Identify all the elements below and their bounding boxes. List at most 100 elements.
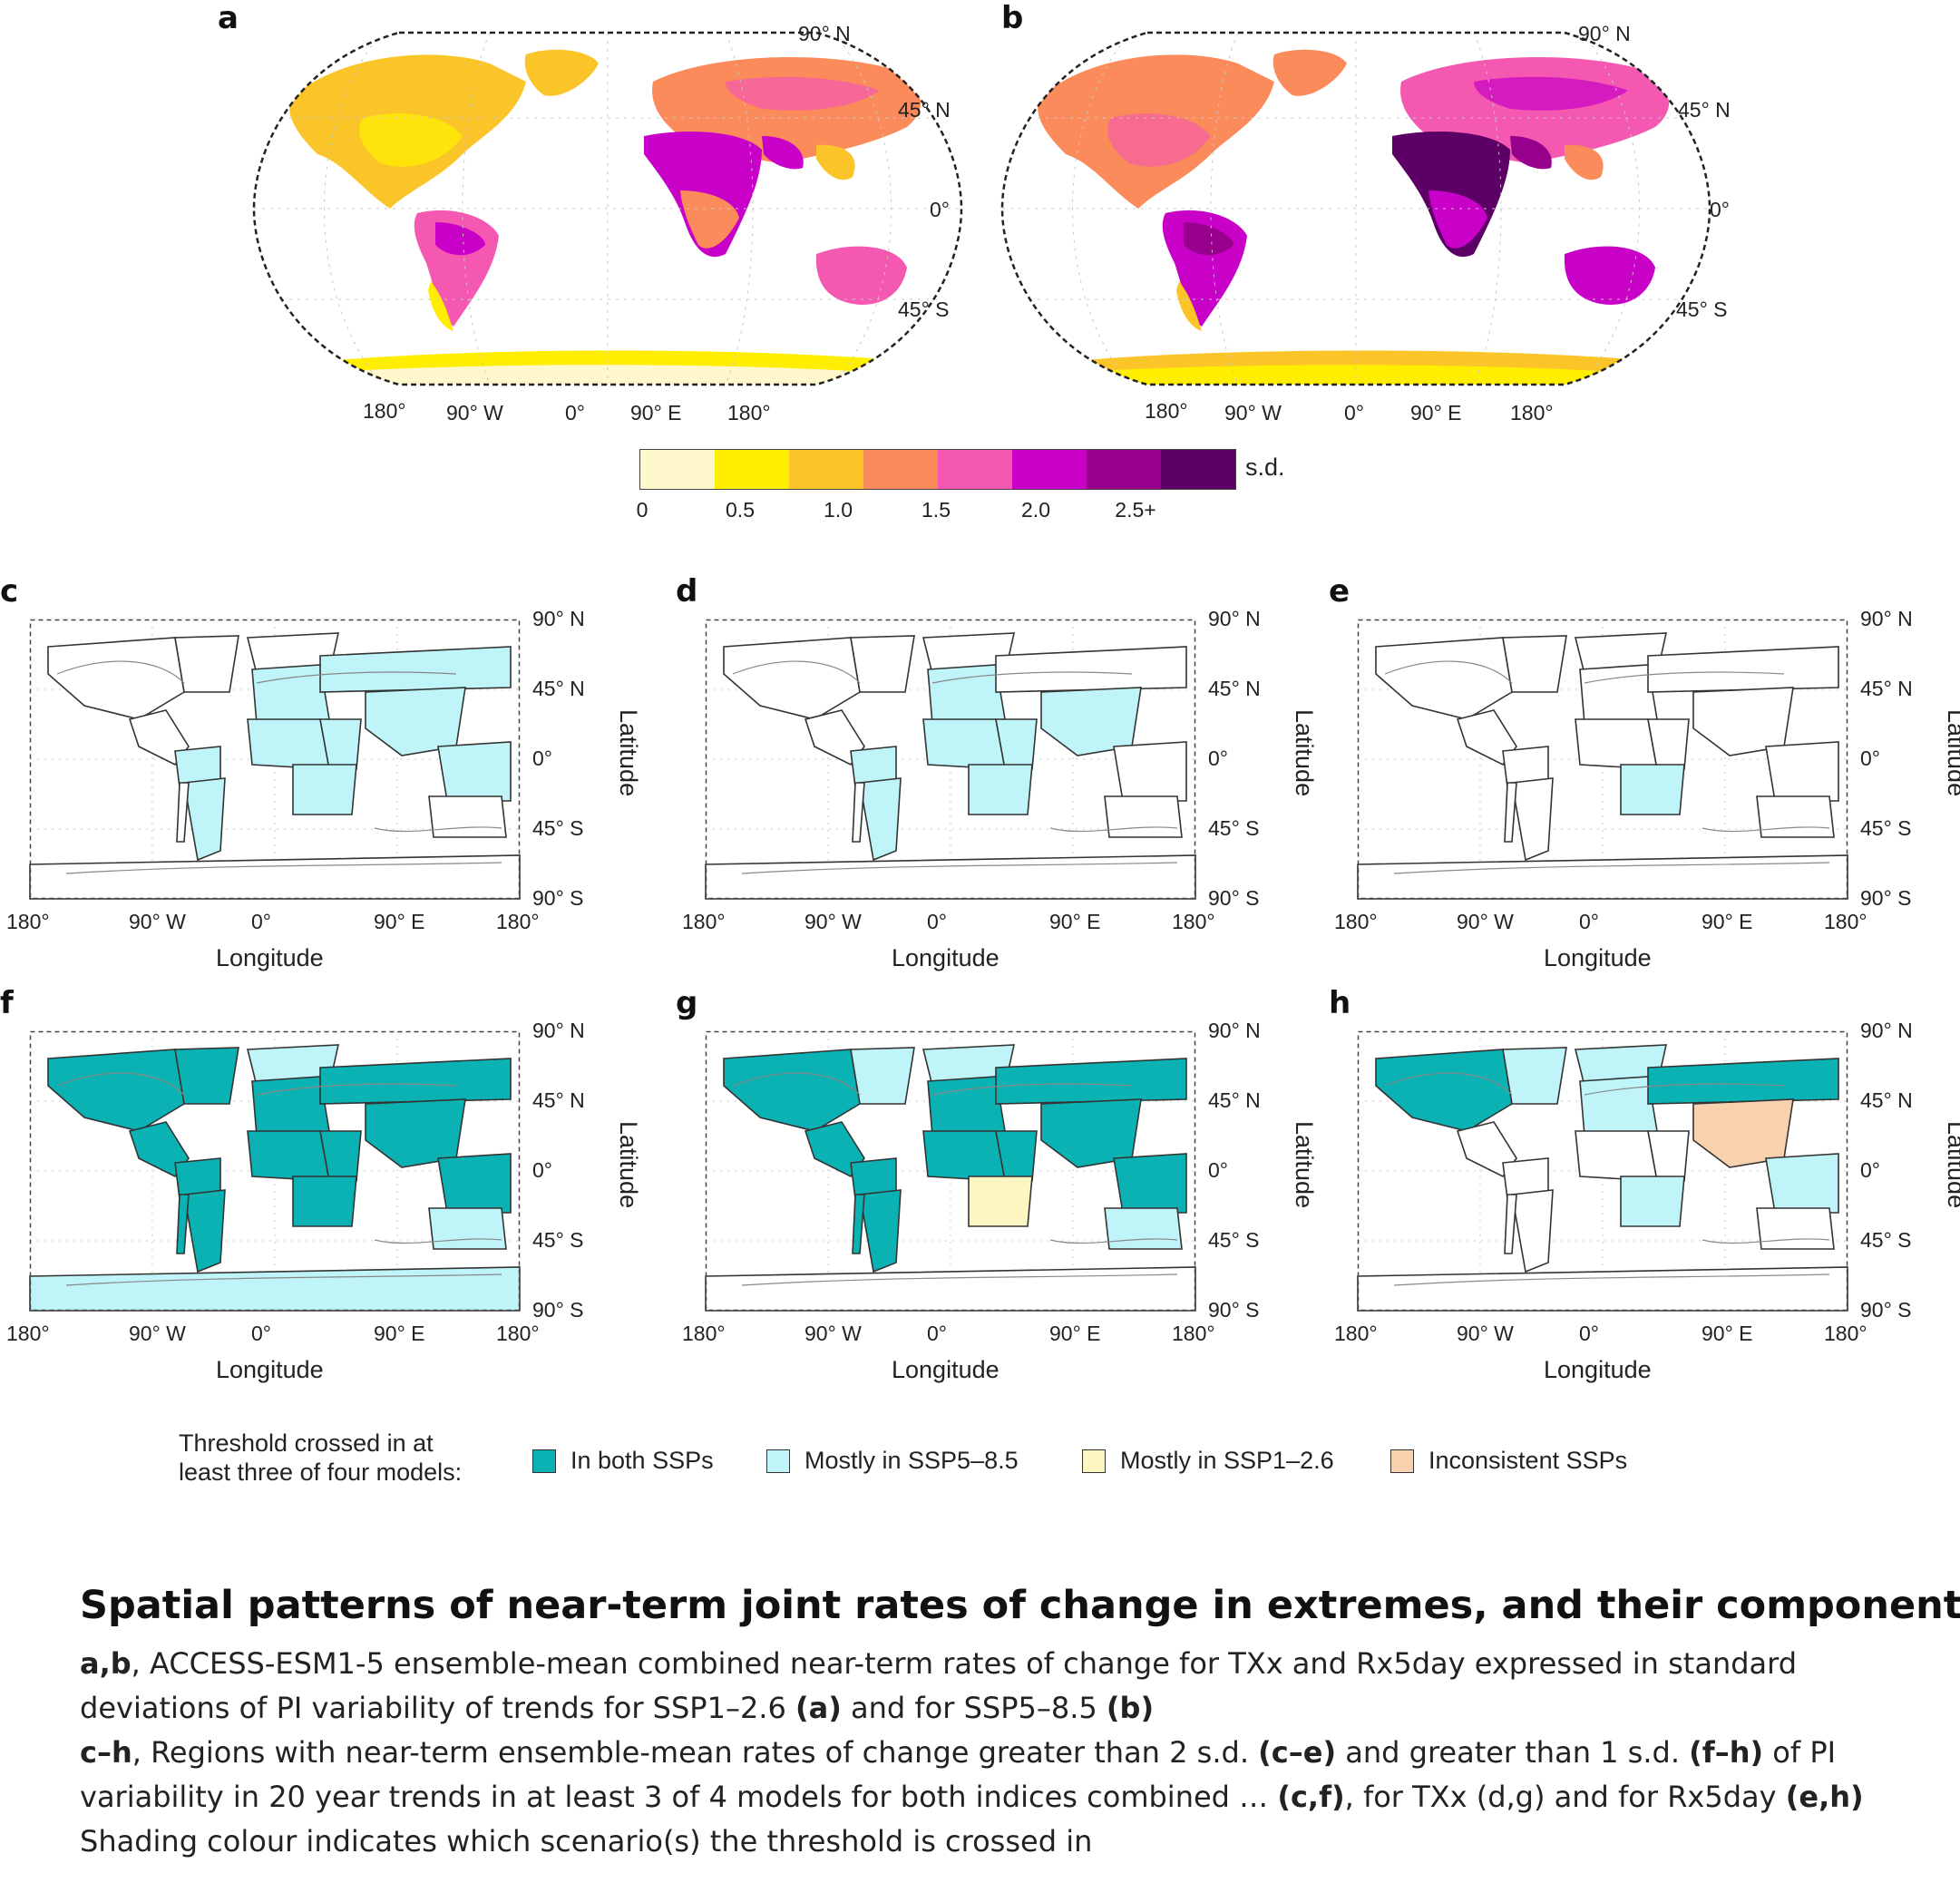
colorbar-segment bbox=[863, 450, 938, 489]
region-sea bbox=[437, 741, 512, 802]
lon-label: 180° bbox=[1824, 1322, 1867, 1345]
legend-swatch bbox=[1082, 1449, 1106, 1473]
lon-label: 90° W bbox=[1457, 910, 1514, 933]
region-saf bbox=[1504, 782, 1517, 843]
region-aus bbox=[428, 795, 507, 838]
region-caf bbox=[292, 764, 357, 815]
caption-ref: (c–e) bbox=[1258, 1735, 1337, 1770]
region-sea bbox=[1765, 741, 1839, 802]
lon-label: 0° bbox=[1579, 910, 1599, 933]
lon-label: 0° bbox=[251, 910, 271, 933]
region-sea bbox=[1113, 1153, 1187, 1214]
region-nam bbox=[47, 1049, 185, 1132]
x-axis-title: Longitude bbox=[216, 1356, 324, 1383]
lat-label: 45° S bbox=[532, 1228, 584, 1252]
caption-ref: (c,f) bbox=[1277, 1780, 1345, 1814]
region-caf bbox=[292, 1176, 357, 1227]
colorbar-segment bbox=[789, 450, 863, 489]
region-sas bbox=[1692, 1098, 1794, 1168]
lat-label-b-90n: 90° N bbox=[1578, 22, 1631, 45]
caption-ref: (a) bbox=[795, 1691, 842, 1725]
x-axis-title: Longitude bbox=[1544, 1356, 1652, 1383]
lat-label: 45° S bbox=[1208, 1228, 1260, 1252]
region-waf bbox=[1575, 718, 1658, 770]
caption-ref: c–h bbox=[80, 1735, 132, 1770]
region-saf bbox=[852, 782, 865, 843]
robinson-map-a bbox=[252, 31, 963, 386]
y-axis-title: Latitude bbox=[615, 1121, 642, 1209]
lat-label: 45° S bbox=[1208, 816, 1260, 840]
region-eur bbox=[1579, 1076, 1658, 1137]
lat-label-a-90n: 90° N bbox=[798, 22, 851, 45]
region-nas bbox=[1647, 1058, 1839, 1105]
legend-swatch bbox=[532, 1449, 556, 1473]
lon-label: 180° bbox=[1172, 1322, 1215, 1345]
region-sea bbox=[1765, 1153, 1839, 1214]
lat-label: 90° N bbox=[532, 607, 585, 630]
lat-label: 45° N bbox=[1860, 1088, 1913, 1112]
caption-text: , Regions with near-term ensemble-mean r… bbox=[132, 1735, 1259, 1770]
caption-ref: (f–h) bbox=[1689, 1735, 1764, 1770]
region-saf bbox=[176, 1194, 190, 1254]
x-axis-title: Longitude bbox=[892, 944, 1000, 971]
colorbar-tick: 2.5+ bbox=[1115, 498, 1156, 522]
legend-item-ssp126: Mostly in SSP1–2.6 bbox=[1082, 1447, 1334, 1475]
lat-label: 45° N bbox=[1208, 677, 1261, 700]
legend-label: Inconsistent SSPs bbox=[1429, 1447, 1628, 1474]
lon-label: 90° E bbox=[374, 1322, 425, 1345]
region-map-f bbox=[29, 1030, 521, 1312]
lat-label: 90° S bbox=[1860, 1298, 1912, 1322]
y-axis-title: Latitude bbox=[1291, 1121, 1318, 1209]
region-waf bbox=[247, 1130, 330, 1182]
lat-label-b-45n: 45° N bbox=[1678, 98, 1731, 122]
legend-label: Mostly in SSP5–8.5 bbox=[804, 1447, 1019, 1474]
region-map-h bbox=[1357, 1030, 1848, 1312]
lat-label: 45° N bbox=[532, 677, 585, 700]
lon-label-b-90w: 90° W bbox=[1224, 401, 1282, 424]
caption-text: and for SSP5–8.5 bbox=[841, 1691, 1107, 1725]
caption-paragraph-shading: Shading colour indicates which scenario(… bbox=[80, 1824, 1093, 1859]
lon-label: 90° W bbox=[129, 910, 186, 933]
region-saf bbox=[852, 1194, 865, 1254]
caption-text: and greater than 1 s.d. bbox=[1336, 1735, 1690, 1770]
x-axis-title: Longitude bbox=[216, 944, 324, 971]
lon-label: 180° bbox=[6, 1322, 50, 1345]
caption-ref: a,b bbox=[80, 1646, 132, 1681]
colorbar-tick: 1.5 bbox=[921, 498, 951, 522]
caption-paragraph-ab: a,b, ACCESS-ESM1-5 ensemble-mean combine… bbox=[80, 1642, 1912, 1731]
region-aus bbox=[428, 1207, 507, 1250]
lat-label: 90° N bbox=[1208, 1019, 1261, 1042]
lat-label: 90° S bbox=[1208, 886, 1260, 910]
caption-paragraph-ch: c–h, Regions with near-term ensemble-mea… bbox=[80, 1731, 1912, 1820]
lat-label: 0° bbox=[532, 1158, 552, 1182]
region-caf bbox=[968, 1176, 1033, 1227]
legend-swatch bbox=[766, 1449, 790, 1473]
region-ant bbox=[1357, 1266, 1848, 1312]
region-nam bbox=[723, 637, 861, 720]
lat-label: 90° N bbox=[532, 1019, 585, 1042]
lat-label-a-0: 0° bbox=[930, 198, 950, 221]
lon-label: 0° bbox=[927, 910, 947, 933]
colorbar-segment bbox=[640, 450, 715, 489]
lon-label: 90° W bbox=[804, 910, 862, 933]
lon-label-b-180w: 180° bbox=[1145, 399, 1188, 423]
robinson-map-b bbox=[1000, 31, 1711, 386]
region-waf bbox=[247, 718, 330, 770]
region-nae bbox=[174, 1047, 239, 1105]
region-eur bbox=[251, 1076, 330, 1137]
region-nae bbox=[850, 1047, 915, 1105]
panel-label-h: h bbox=[1329, 985, 1351, 1021]
region-aus bbox=[1756, 795, 1835, 838]
colorbar-tick: 2.0 bbox=[1021, 498, 1050, 522]
region-sas bbox=[365, 687, 466, 756]
lat-label: 90° S bbox=[532, 886, 584, 910]
lon-label: 180° bbox=[6, 910, 50, 933]
panel-label-d: d bbox=[676, 573, 698, 610]
lat-label: 45° N bbox=[1208, 1088, 1261, 1112]
lon-label: 180° bbox=[1824, 910, 1867, 933]
region-nas bbox=[995, 1058, 1187, 1105]
region-sea bbox=[1113, 741, 1187, 802]
lat-label: 0° bbox=[1208, 1158, 1228, 1182]
legend-item-both: In both SSPs bbox=[532, 1447, 714, 1475]
lat-label-a-45n: 45° N bbox=[898, 98, 951, 122]
